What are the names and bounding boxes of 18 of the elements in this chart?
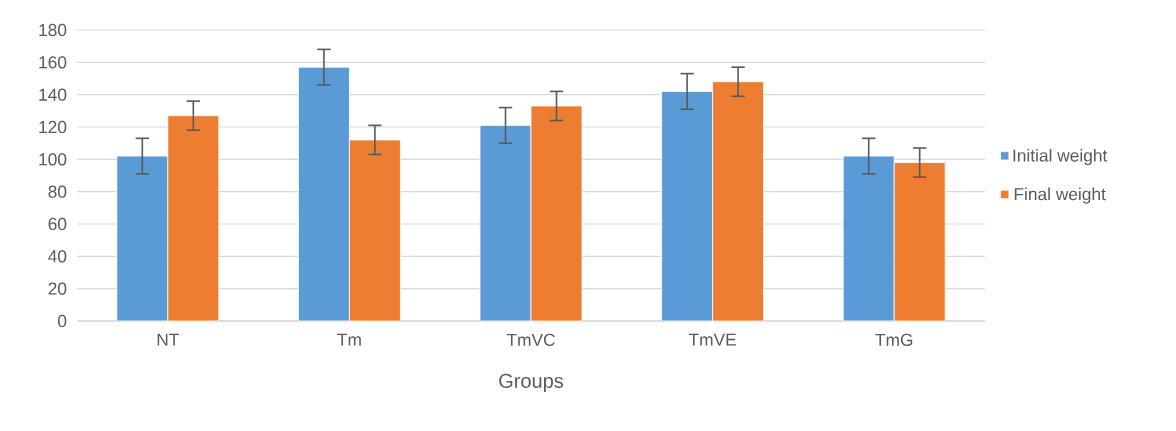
y-tick-label: 80	[48, 185, 67, 198]
x-tick-label: Tm	[337, 333, 361, 346]
x-tick-label: TmG	[875, 333, 913, 346]
y-tick-label: 0	[58, 314, 67, 328]
y-tick-label: 180	[39, 23, 67, 37]
y-tick-label: 100	[39, 153, 67, 166]
y-tick-label: 160	[39, 56, 67, 69]
y-tick-label: 40	[48, 250, 67, 263]
x-tick-label: NT	[157, 333, 179, 346]
x-axis-title: Groups	[499, 373, 564, 392]
x-tick-label: TmVC	[506, 333, 555, 346]
legend-label: Final weight	[1014, 187, 1106, 204]
y-tick-label: 140	[39, 88, 67, 101]
legend-label: Initial weight	[1013, 148, 1108, 166]
x-tick-label: TmVE	[688, 333, 736, 346]
y-tick-label: 120	[39, 120, 67, 134]
y-tick-label: 20	[48, 282, 67, 295]
y-tick-label: 60	[48, 217, 67, 231]
